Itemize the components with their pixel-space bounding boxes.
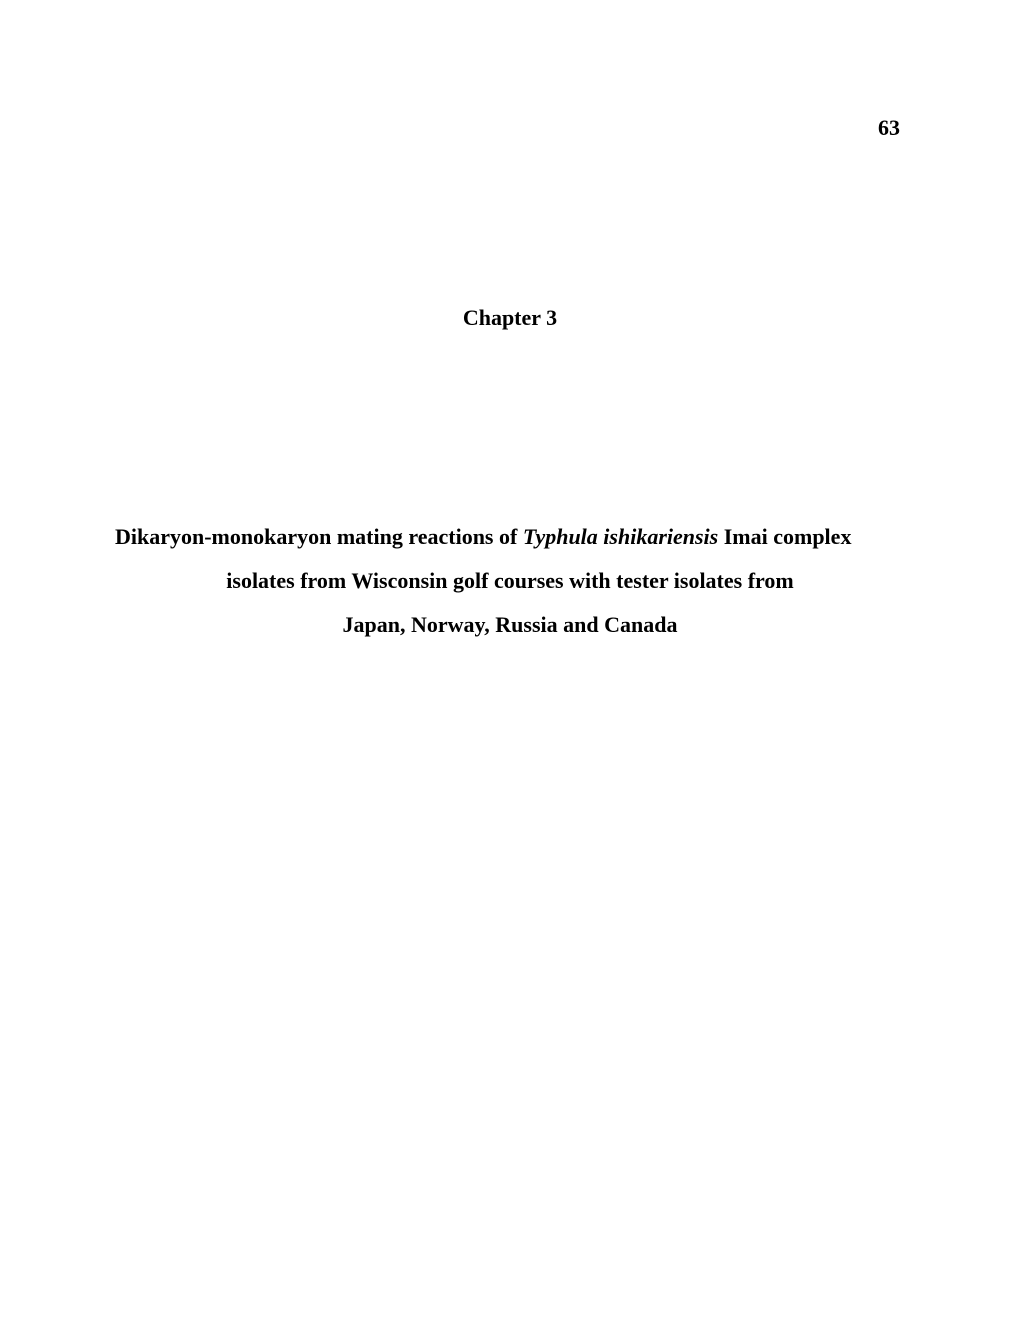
title-suffix: Imai complex xyxy=(718,524,851,549)
title-line-3: Japan, Norway, Russia and Canada xyxy=(115,603,905,647)
title-line-2: isolates from Wisconsin golf courses wit… xyxy=(115,559,905,603)
chapter-heading: Chapter 3 xyxy=(0,305,1020,331)
page-number: 63 xyxy=(878,115,900,141)
chapter-title: Dikaryon-monokaryon mating reactions of … xyxy=(115,515,905,647)
species-name-italic: Typhula ishikariensis xyxy=(523,524,718,549)
title-prefix: Dikaryon-monokaryon mating reactions of xyxy=(115,524,523,549)
title-line-1: Dikaryon-monokaryon mating reactions of … xyxy=(115,515,905,559)
